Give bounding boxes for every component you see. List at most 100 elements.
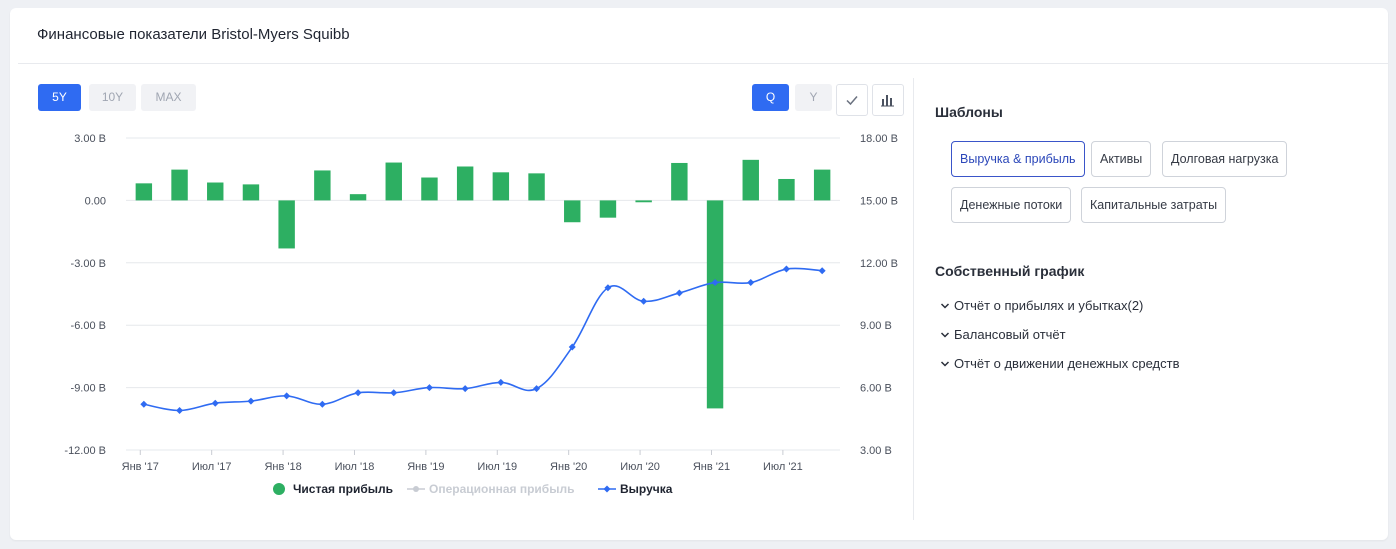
net-income-bar bbox=[135, 183, 153, 201]
tree-item-label: Балансовый отчёт bbox=[954, 327, 1066, 342]
revenue-point bbox=[533, 385, 541, 393]
period-year-button[interactable]: Y bbox=[795, 84, 832, 111]
right-axis-tick-label: 15.00 B bbox=[860, 195, 898, 207]
range-10y-button[interactable]: 10Y bbox=[89, 84, 136, 111]
revenue-point bbox=[604, 284, 612, 292]
net-income-bar bbox=[778, 178, 795, 201]
card-title: Финансовые показатели Bristol-Myers Squi… bbox=[37, 26, 350, 43]
net-income-bar bbox=[742, 159, 759, 201]
custom-chart-heading: Собственный график bbox=[935, 263, 1085, 279]
x-axis-tick-label: Июл '18 bbox=[335, 461, 375, 470]
x-axis-tick-label: Янв '17 bbox=[122, 461, 159, 470]
revenue-point bbox=[747, 279, 755, 287]
x-axis-tick-label: Июл '17 bbox=[192, 461, 232, 470]
revenue-point bbox=[211, 399, 219, 407]
revenue-line bbox=[143, 267, 823, 412]
revenue-point bbox=[818, 267, 826, 275]
net-income-bar bbox=[813, 169, 831, 201]
net-income-bar bbox=[564, 200, 581, 223]
chevron-down-icon bbox=[940, 327, 954, 342]
tree-item-label: Отчёт о прибылях и убытках(2) bbox=[954, 298, 1144, 313]
revenue-point bbox=[247, 397, 255, 405]
financials-card: Финансовые показатели Bristol-Myers Squi… bbox=[10, 8, 1388, 540]
revenue-point bbox=[176, 406, 184, 414]
left-axis-tick-label: 3.00 B bbox=[74, 133, 106, 145]
legend-net-income-marker bbox=[273, 483, 285, 495]
x-axis-tick-label: Июл '19 bbox=[477, 461, 517, 470]
range-5y-button[interactable]: 5Y bbox=[38, 84, 81, 111]
legend-operating-income-marker bbox=[407, 486, 425, 492]
template-cash-flows[interactable]: Денежные потоки bbox=[951, 187, 1072, 223]
check-icon bbox=[846, 96, 858, 106]
revenue-point bbox=[782, 265, 790, 273]
template-capex[interactable]: Капитальные затраты bbox=[1081, 187, 1227, 223]
right-axis-tick-label: 3.00 B bbox=[860, 445, 892, 457]
net-income-bar bbox=[492, 172, 510, 201]
x-axis-tick-label: Июл '21 bbox=[763, 461, 803, 470]
left-axis-tick-label: -6.00 B bbox=[71, 320, 106, 332]
revenue-point bbox=[711, 279, 719, 287]
net-income-bar bbox=[171, 169, 188, 201]
template-revenue-profit[interactable]: Выручка & прибыль bbox=[951, 141, 1085, 177]
revenue-point bbox=[140, 400, 148, 408]
range-max-button[interactable]: MAX bbox=[141, 84, 196, 111]
right-axis-tick-label: 9.00 B bbox=[860, 320, 892, 332]
right-axis-tick-label: 18.00 B bbox=[860, 133, 898, 145]
legend-operating-income[interactable]: Операционная прибыль bbox=[407, 482, 574, 496]
chevron-down-icon bbox=[940, 356, 954, 371]
tree-item-cash-flow-statement[interactable]: Отчёт о движении денежных средств bbox=[940, 356, 1180, 371]
left-axis-tick-label: -9.00 B bbox=[71, 383, 106, 395]
revenue-point bbox=[640, 297, 648, 305]
net-income-bar bbox=[599, 200, 617, 218]
templates-heading: Шаблоны bbox=[935, 104, 1003, 120]
check-button[interactable] bbox=[836, 84, 868, 116]
x-axis-tick-label: Янв '19 bbox=[407, 461, 444, 470]
legend-net-income[interactable]: Чистая прибыль bbox=[272, 482, 393, 496]
revenue-point bbox=[354, 389, 362, 397]
net-income-bar bbox=[314, 170, 331, 201]
net-income-bar bbox=[671, 162, 688, 201]
left-axis-tick-label: -12.00 B bbox=[64, 445, 106, 457]
revenue-point bbox=[425, 384, 433, 392]
revenue-point bbox=[675, 289, 683, 297]
net-income-bar bbox=[349, 194, 367, 201]
revenue-point bbox=[568, 343, 576, 351]
revenue-point bbox=[497, 378, 505, 386]
net-income-bar bbox=[421, 177, 438, 201]
net-income-bar bbox=[635, 200, 652, 203]
right-axis-tick-label: 12.00 B bbox=[860, 258, 898, 270]
panel-divider bbox=[913, 78, 914, 520]
template-debt-load[interactable]: Долговая нагрузка bbox=[1162, 141, 1288, 177]
x-axis-tick-label: Янв '20 bbox=[550, 461, 587, 470]
tree-item-label: Отчёт о движении денежных средств bbox=[954, 356, 1180, 371]
net-income-bar bbox=[207, 182, 224, 201]
net-income-bar bbox=[385, 162, 402, 201]
template-assets[interactable]: Активы bbox=[1091, 141, 1152, 177]
chevron-down-icon bbox=[940, 298, 954, 313]
x-axis-tick-label: Янв '21 bbox=[693, 461, 730, 470]
chart-type-button[interactable] bbox=[872, 84, 904, 116]
tree-item-income-statement[interactable]: Отчёт о прибылях и убытках(2) bbox=[940, 298, 1143, 313]
legend-revenue-marker bbox=[598, 485, 616, 493]
net-income-bar bbox=[528, 173, 545, 201]
legend-revenue-label: Выручка bbox=[620, 482, 673, 496]
bar-chart-icon bbox=[881, 95, 894, 107]
net-income-bar bbox=[278, 200, 295, 249]
net-income-bar bbox=[456, 166, 474, 201]
revenue-point bbox=[461, 385, 469, 393]
tree-item-balance-sheet[interactable]: Балансовый отчёт bbox=[940, 327, 1066, 342]
legend-operating-income-label: Операционная прибыль bbox=[429, 482, 575, 496]
right-axis-tick-label: 6.00 B bbox=[860, 383, 892, 395]
net-income-bar bbox=[242, 184, 260, 201]
revenue-point bbox=[390, 389, 398, 397]
left-axis-tick-label: 0.00 bbox=[85, 195, 106, 207]
revenue-point bbox=[283, 392, 291, 400]
legend-revenue[interactable]: Выручка bbox=[598, 482, 672, 496]
header-divider bbox=[18, 63, 1388, 64]
legend-net-income-label: Чистая прибыль bbox=[293, 482, 393, 496]
net-income-bar bbox=[706, 200, 724, 409]
x-axis-tick-label: Янв '18 bbox=[264, 461, 301, 470]
period-quarter-button[interactable]: Q bbox=[752, 84, 789, 111]
left-axis-tick-label: -3.00 B bbox=[71, 258, 106, 270]
x-axis-tick-label: Июл '20 bbox=[620, 461, 660, 470]
